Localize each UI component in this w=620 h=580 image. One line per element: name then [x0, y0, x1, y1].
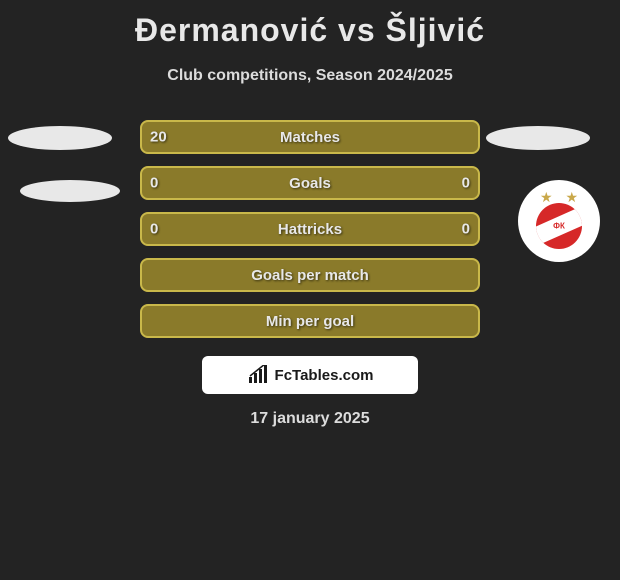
shield-icon: ФК	[536, 203, 582, 249]
stat-label: Goals per match	[251, 267, 369, 284]
player2-club-badge: ★ ★ ФК	[518, 180, 600, 262]
stat-label: Hattricks	[278, 221, 342, 238]
player2-portrait-placeholder	[486, 126, 590, 150]
stat-label: Min per goal	[266, 313, 354, 330]
stat-left-value: 0	[150, 175, 158, 192]
stat-right-value: 0	[462, 175, 470, 192]
date-text: 17 january 2025	[0, 410, 620, 428]
stat-row-goals: 0 Goals 0	[140, 166, 480, 200]
stat-left-value: 20	[150, 129, 167, 146]
stat-label: Goals	[289, 175, 331, 192]
stat-label: Matches	[280, 129, 340, 146]
brand-text: FcTables.com	[275, 367, 374, 384]
stat-left-value: 0	[150, 221, 158, 238]
player1-club-placeholder	[20, 180, 120, 202]
player1-portrait-placeholder	[8, 126, 112, 150]
stat-row-hattricks: 0 Hattricks 0	[140, 212, 480, 246]
stat-row-gpm: Goals per match	[140, 258, 480, 292]
chart-icon	[247, 365, 271, 385]
stat-right-value: 0	[462, 221, 470, 238]
stat-row-mpg: Min per goal	[140, 304, 480, 338]
brand-badge: FcTables.com	[202, 356, 418, 394]
subtitle: Club competitions, Season 2024/2025	[0, 67, 620, 85]
stat-row-matches: 20 Matches	[140, 120, 480, 154]
page-title: Đermanović vs Šljivić	[0, 0, 620, 49]
stats-rows: 20 Matches 0 Goals 0 0 Hattricks 0 Goals…	[140, 120, 480, 350]
star-icon: ★	[565, 189, 578, 206]
